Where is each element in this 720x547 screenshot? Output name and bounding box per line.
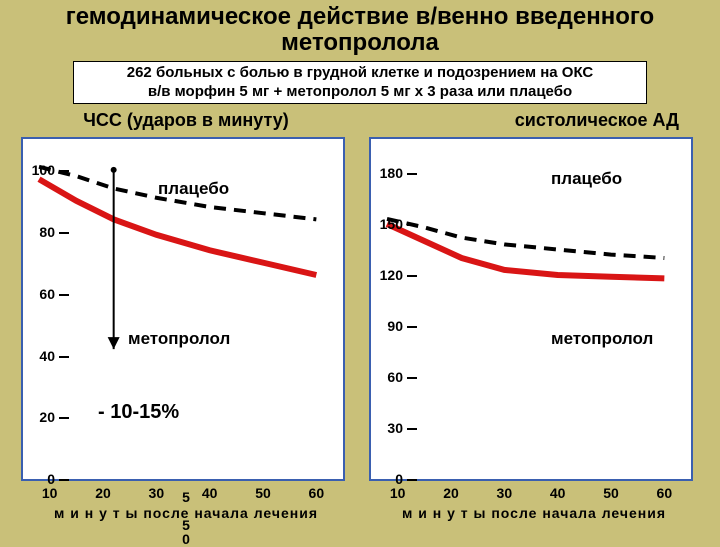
xtick: 60 xyxy=(309,485,325,501)
xtick: 20 xyxy=(443,485,459,501)
ytick: 100 xyxy=(25,162,55,178)
right-placebo-label: плацебо xyxy=(551,169,622,189)
left-chart: плацебо метопролол - 10-15% 020406080100… xyxy=(21,137,345,481)
ytick: 20 xyxy=(25,409,55,425)
xtick: 60 xyxy=(657,485,673,501)
xtick: 30 xyxy=(497,485,513,501)
right-panel: систолическое АД плацебо метопролол 0306… xyxy=(369,110,699,521)
ytick: 30 xyxy=(373,420,403,436)
subtitle-box: 262 больных с болью в грудной клетке и п… xyxy=(73,61,647,105)
xtick: 20 xyxy=(95,485,111,501)
xtick: 10 xyxy=(390,485,406,501)
xtick: 50 xyxy=(603,485,619,501)
xtick: 30 xyxy=(149,485,165,501)
xtick: 40 xyxy=(550,485,566,501)
page-title: гемодинамическое действие в/венно введен… xyxy=(0,0,720,57)
right-xlabel: м и н у т ы после начала лечения xyxy=(369,505,699,521)
subtitle-line2: в/в морфин 5 мг + метопролол 5 мг х 3 ра… xyxy=(148,83,572,100)
xtick: 10 xyxy=(42,485,58,501)
ytick: 80 xyxy=(25,224,55,240)
ytick: 90 xyxy=(373,318,403,334)
left-drop-annot: - 10-15% xyxy=(98,401,179,424)
extra-5-1: 5 xyxy=(182,489,190,505)
ytick: 60 xyxy=(25,286,55,302)
extra-5-3: 0 xyxy=(182,531,190,547)
xtick: 40 xyxy=(202,485,218,501)
right-chart-title: систолическое АД xyxy=(369,110,699,131)
right-metoprolol-label: метопролол xyxy=(551,329,653,349)
left-metoprolol-label: метопролол xyxy=(128,329,230,349)
ytick: 120 xyxy=(373,267,403,283)
ytick: 150 xyxy=(373,216,403,232)
left-chart-title: ЧСС (ударов в минуту) xyxy=(21,110,351,131)
ytick: 60 xyxy=(373,369,403,385)
left-placebo-label: плацебо xyxy=(158,179,229,199)
ytick: 40 xyxy=(25,348,55,364)
xtick: 50 xyxy=(255,485,271,501)
left-panel: ЧСС (ударов в минуту) плацебо метопролол… xyxy=(21,110,351,521)
subtitle-line1: 262 больных с болью в грудной клетке и п… xyxy=(127,64,593,81)
ytick: 180 xyxy=(373,165,403,181)
right-chart: плацебо метопролол 030609012015018010203… xyxy=(369,137,693,481)
